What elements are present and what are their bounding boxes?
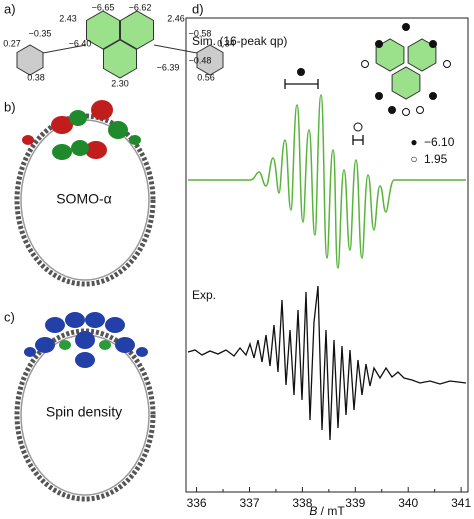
panel-c: c) Spin density	[4, 309, 156, 502]
spin-density-lobes	[24, 312, 148, 368]
marker-filled	[375, 40, 383, 48]
simulated-spectrum	[188, 94, 466, 269]
molecule-ring	[14, 113, 156, 287]
coupling-value: −0.48	[189, 55, 212, 65]
coupling-value: −6.62	[129, 2, 152, 12]
coupling-value: −0.58	[189, 28, 212, 38]
marker-open	[443, 60, 451, 68]
legend-value: −6.10	[424, 135, 455, 149]
coupling-value: −6.40	[69, 38, 92, 48]
exp-label: Exp.	[192, 288, 216, 302]
panel-label: d)	[192, 1, 204, 16]
panel-b: b) SOMO-α	[4, 99, 156, 287]
experimental-spectrum	[187, 285, 467, 441]
x-tick-label: 338	[292, 496, 312, 510]
ring-green	[407, 38, 437, 72]
panel-label: c)	[4, 309, 15, 324]
marker-open	[402, 108, 410, 116]
x-axis-symbol: B	[309, 504, 317, 518]
coupling-value: 2.43	[59, 13, 77, 23]
legend-marker: ○	[410, 152, 417, 166]
ring-green	[103, 39, 137, 79]
panel-a: a) −6.65 −6.622.43 2.46−0.350.27−0.580.34−…	[3, 1, 235, 88]
bond	[42, 44, 87, 54]
ring-green	[375, 38, 405, 72]
marker-filled	[375, 92, 383, 100]
coupling-value: 2.46	[167, 13, 185, 23]
marker-filled	[429, 40, 437, 48]
x-axis-unit: / mT	[317, 504, 345, 518]
marker-open	[353, 122, 363, 132]
panel-d: Sim. (16-peak qp) Exp. d) B / mT 336 337 3…	[185, 1, 471, 518]
x-tick-label: 339	[345, 496, 365, 510]
legend-marker: ●	[410, 135, 417, 149]
marker-filled	[429, 92, 437, 100]
ring-green	[120, 10, 154, 50]
coupling-value: −6.65	[92, 2, 115, 12]
x-axis-label: B / mT	[309, 504, 345, 518]
coupling-value: −0.35	[29, 28, 52, 38]
x-tick-label: 337	[239, 496, 259, 510]
marker-open	[416, 106, 424, 114]
coupling-value: 0.56	[197, 72, 215, 82]
x-tick-label: 340	[398, 496, 418, 510]
splitting-bracket	[284, 79, 364, 145]
molecule-ring	[14, 328, 156, 502]
marker-filled	[402, 23, 410, 31]
caption: SOMO-α	[56, 191, 112, 207]
x-tick-label: 336	[187, 496, 207, 510]
caption: Spin density	[46, 404, 122, 420]
ring-green	[391, 66, 421, 100]
ring-green	[86, 10, 120, 50]
marker-open	[361, 60, 369, 68]
legend-value: 1.95	[424, 152, 448, 166]
marker-filled	[388, 106, 396, 114]
sim-label: Sim. (16-peak qp)	[192, 34, 287, 48]
panel-label: b)	[4, 99, 16, 114]
bond	[153, 44, 198, 54]
coupling-value: −6.39	[157, 62, 180, 72]
marker-filled	[297, 68, 305, 76]
coupling-value: 0.38	[27, 72, 45, 82]
ring-gray	[16, 44, 44, 76]
plot-frame	[185, 17, 469, 493]
coupling-value: 0.27	[3, 38, 21, 48]
panel-label: a)	[4, 1, 16, 16]
orbital-lobes	[22, 100, 141, 160]
coupling-value: 0.34	[217, 38, 235, 48]
coupling-value: 2.30	[111, 78, 129, 88]
structure-inset	[361, 23, 451, 116]
x-tick-label: 341	[451, 496, 471, 510]
